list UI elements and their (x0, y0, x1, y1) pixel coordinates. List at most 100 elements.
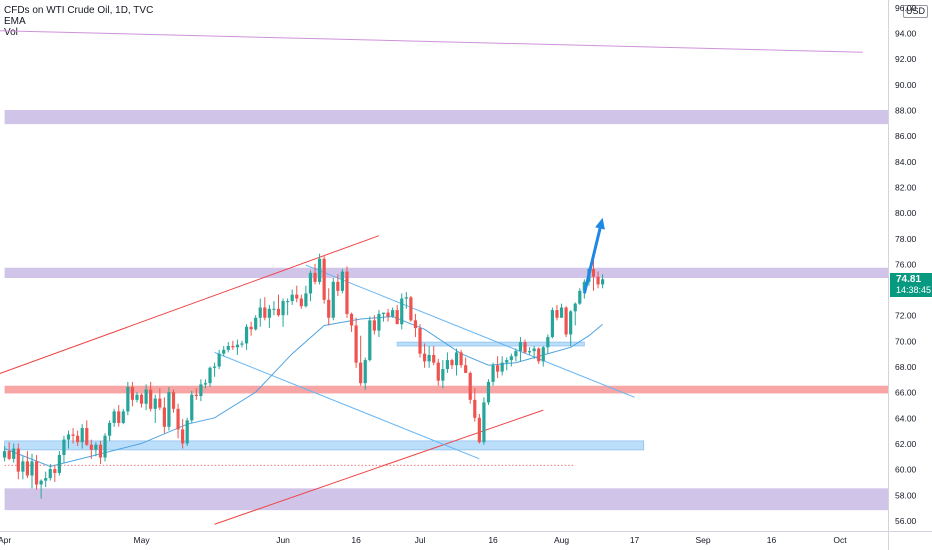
candle (80, 424, 84, 449)
price-tick-label: 90.00 (895, 80, 917, 90)
candle (459, 349, 463, 368)
candle (404, 292, 408, 309)
candle (304, 285, 308, 308)
candle-body (44, 478, 48, 481)
candle-body (135, 394, 139, 400)
candle-body (107, 422, 112, 436)
candle (363, 357, 367, 390)
candle-body (441, 369, 445, 381)
time-tick-label: Jun (276, 535, 290, 545)
candle (12, 443, 16, 463)
candle-body (359, 362, 363, 384)
price-tick-label: 68.00 (895, 362, 917, 372)
candle-body (555, 310, 559, 318)
price-tick-label: 96.00 (895, 3, 917, 13)
candle-body (564, 307, 568, 335)
candle-body (85, 428, 89, 445)
candle-body (62, 439, 66, 455)
zone-level-70 (396, 341, 585, 347)
candle (117, 404, 121, 427)
candle-body (16, 448, 20, 472)
currency-button[interactable]: USD (903, 5, 929, 18)
candle (7, 442, 11, 461)
volume-indicator-label[interactable]: Vol (4, 27, 18, 38)
candle (381, 312, 386, 322)
trend-arrow-shaft (582, 222, 603, 294)
candle (185, 417, 189, 447)
price-tick-label: 88.00 (895, 106, 917, 116)
candle-body (591, 269, 596, 277)
candle (532, 345, 536, 359)
candle (53, 465, 57, 482)
candle (359, 335, 363, 386)
candle (203, 379, 208, 389)
candle (139, 393, 144, 408)
candle (559, 303, 564, 318)
candle-body (25, 461, 30, 476)
candle-body (537, 348, 541, 362)
candle-body (482, 402, 486, 443)
candle-body (391, 310, 395, 317)
symbol-title[interactable]: CFDs on WTI Crude Oil, 1D, TVC (4, 5, 154, 16)
candle-body (21, 461, 25, 472)
ema-indicator-label[interactable]: EMA (4, 16, 26, 27)
candle-body (12, 448, 16, 459)
price-tick-label: 94.00 (895, 29, 917, 39)
candle-body (286, 301, 290, 303)
candle (473, 388, 477, 422)
candle-body (162, 407, 166, 427)
candle (25, 451, 30, 479)
candle (413, 313, 418, 338)
candle (249, 321, 253, 336)
time-tick-label: Aug (554, 535, 569, 545)
candle (527, 347, 532, 355)
line-blue-channel-upper (305, 264, 635, 398)
candle (317, 253, 322, 285)
line-red-channel-upper (0, 235, 380, 374)
candle (541, 345, 545, 367)
candle (523, 339, 527, 354)
candle (569, 310, 573, 346)
candle-body (464, 365, 468, 373)
candle (121, 408, 125, 425)
candle (57, 451, 61, 476)
candle-body (422, 353, 427, 362)
plot-area (0, 30, 888, 525)
candle-body (3, 451, 7, 458)
candle (377, 310, 381, 338)
candle (550, 307, 554, 339)
candle-body (222, 349, 226, 354)
candle-body (340, 271, 345, 291)
candle (171, 389, 176, 413)
candle (276, 294, 281, 317)
candle-body (39, 480, 43, 485)
candle-body (158, 398, 162, 408)
candle-body (57, 454, 61, 473)
candle (477, 413, 481, 444)
candle (21, 456, 25, 480)
price-tick-label: 62.00 (895, 439, 917, 449)
candle (244, 324, 249, 350)
candle (217, 349, 221, 370)
candle (231, 340, 235, 350)
price-tick-label: 82.00 (895, 182, 917, 192)
candle (94, 442, 98, 457)
candle-body (308, 272, 313, 294)
candle (98, 440, 103, 464)
candle (208, 366, 212, 388)
candle-body (199, 384, 203, 396)
candle (267, 304, 271, 329)
candle (509, 353, 513, 367)
candle-body (94, 444, 98, 450)
candle (596, 271, 600, 289)
candle-body (89, 444, 93, 450)
candle-body (304, 293, 308, 307)
price-tick-label: 70.00 (895, 336, 917, 346)
candle (386, 308, 390, 322)
candle (167, 387, 171, 431)
chart-legend: CFDs on WTI Crude Oil, 1D, TVC EMA Vol (4, 5, 153, 38)
candle-body (231, 345, 235, 348)
time-tick-label: Apr (0, 535, 11, 545)
trend-arrow-head (595, 217, 605, 230)
